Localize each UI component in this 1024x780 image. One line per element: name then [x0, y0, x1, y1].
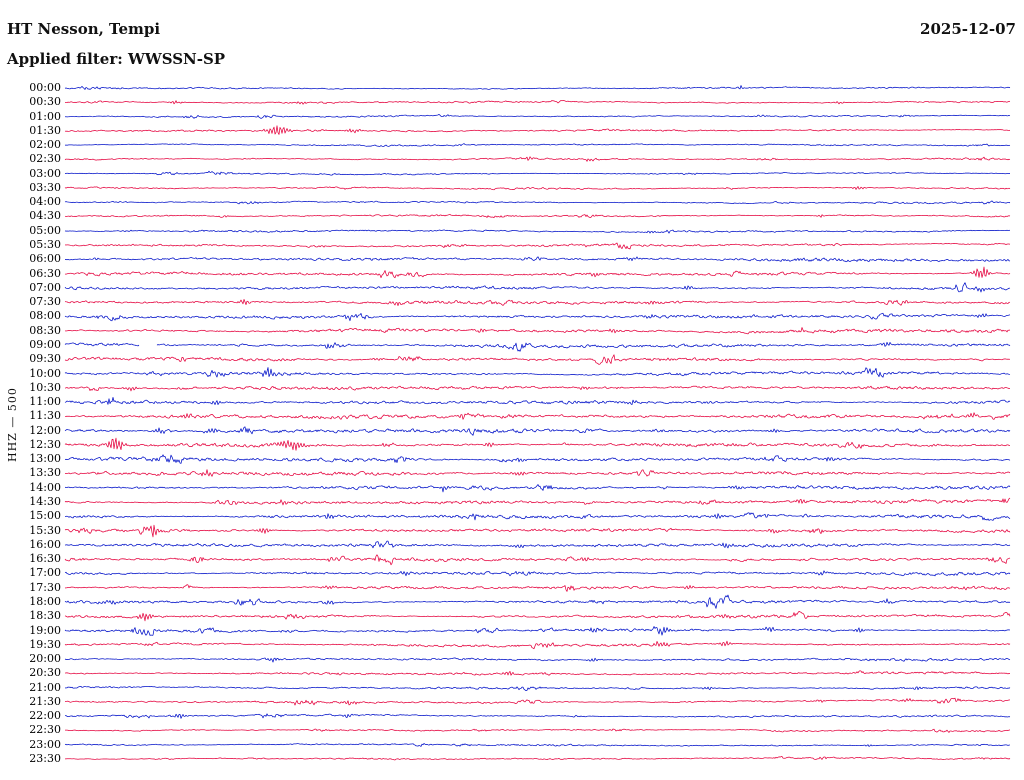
time-label: 06:00: [29, 252, 61, 266]
time-label: 03:30: [29, 180, 61, 194]
time-label: 11:30: [29, 409, 61, 423]
time-label: 04:30: [29, 209, 61, 223]
time-label: 21:30: [29, 694, 61, 708]
time-label: 19:30: [29, 637, 61, 651]
time-label: 09:30: [29, 352, 61, 366]
time-label: 04:00: [29, 195, 61, 209]
time-label: 18:30: [29, 609, 61, 623]
time-label: 12:00: [29, 423, 61, 437]
time-label: 16:00: [29, 537, 61, 551]
time-label: 21:00: [29, 680, 61, 694]
time-label: 00:30: [29, 95, 61, 109]
time-label: 12:30: [29, 437, 61, 451]
time-label: 01:00: [29, 109, 61, 123]
time-label: 18:00: [29, 594, 61, 608]
time-label: 05:00: [29, 223, 61, 237]
time-label: 06:30: [29, 266, 61, 280]
time-label: 15:00: [29, 509, 61, 523]
time-label: 13:30: [29, 466, 61, 480]
time-label: 17:30: [29, 580, 61, 594]
filter-label: Applied filter: WWSSN-SP: [7, 50, 226, 68]
time-label: 10:30: [29, 380, 61, 394]
time-label: 01:30: [29, 123, 61, 137]
time-label: 07:00: [29, 280, 61, 294]
time-label: 08:00: [29, 309, 61, 323]
time-label: 22:30: [29, 723, 61, 737]
time-label: 20:00: [29, 652, 61, 666]
time-label: 22:00: [29, 709, 61, 723]
time-label: 13:00: [29, 452, 61, 466]
time-label: 05:30: [29, 238, 61, 252]
time-label: 10:00: [29, 366, 61, 380]
time-label: 15:30: [29, 523, 61, 537]
time-label: 02:00: [29, 138, 61, 152]
date-label: 2025-12-07: [920, 20, 1016, 38]
time-label: 23:00: [29, 737, 61, 751]
time-label: 02:30: [29, 152, 61, 166]
time-label: 23:30: [29, 752, 61, 766]
time-label: 08:30: [29, 323, 61, 337]
time-label: 09:00: [29, 337, 61, 351]
time-label: 19:00: [29, 623, 61, 637]
time-label: 00:00: [29, 81, 61, 94]
station-title: HT Nesson, Tempi: [7, 20, 161, 38]
time-label: 03:00: [29, 166, 61, 180]
time-label: 14:00: [29, 480, 61, 494]
time-label: 16:30: [29, 552, 61, 566]
time-label: 07:30: [29, 295, 61, 309]
time-label: 14:30: [29, 495, 61, 509]
time-label: 17:00: [29, 566, 61, 580]
time-label: 11:00: [29, 395, 61, 409]
time-label: 20:30: [29, 666, 61, 680]
